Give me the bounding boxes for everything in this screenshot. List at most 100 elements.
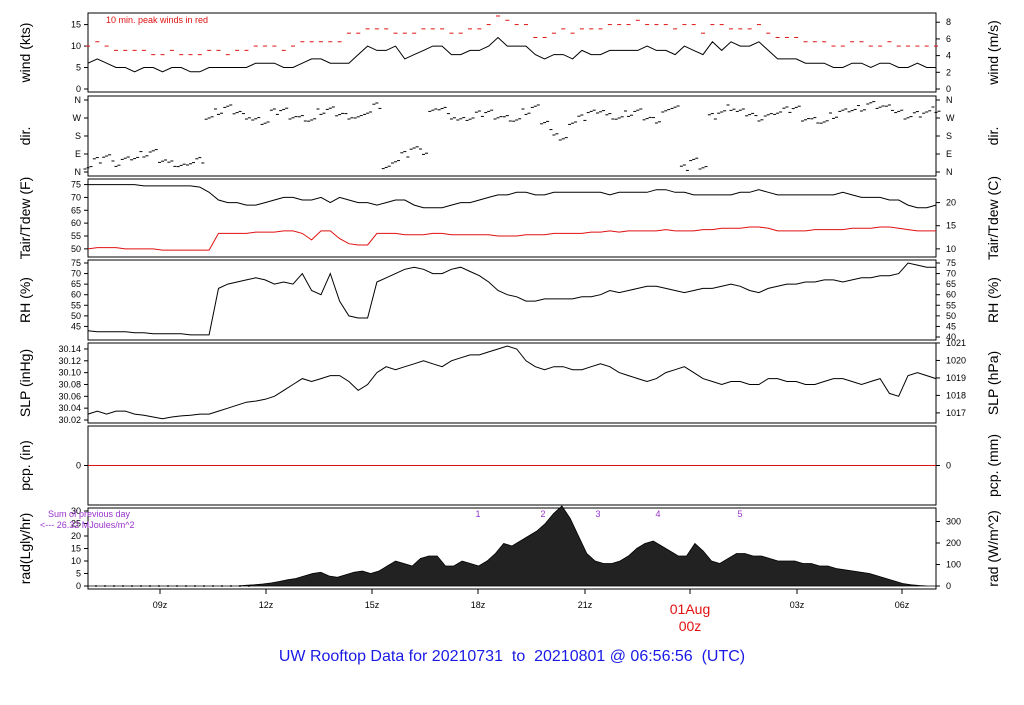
wind-panel: wind (kts) wind (m/s) 0 5 10 15 0 2 4 6 8 10 min. p… (17, 12, 1001, 94)
temp-left-tick-label: 70 (71, 192, 81, 202)
slp-left-tick-label: 30.04 (58, 403, 81, 413)
x-tick-label: 15z (365, 600, 380, 610)
slp-right-tick-label: 1017 (946, 408, 966, 418)
pcp-ylabel-left: pcp. (in) (17, 440, 33, 491)
dir-right-tick-label: E (946, 149, 952, 159)
rad-ylabel-right: rad (W/m^2) (985, 510, 1001, 587)
rad-hour-label: 1 (475, 509, 480, 519)
rh-right-tick-label: 60 (946, 290, 956, 300)
wind-left-tick-label: 15 (71, 20, 81, 30)
x-tick-label: 06z (895, 600, 910, 610)
wind-frame (87, 12, 937, 93)
dir-left-tick-label: N (75, 167, 82, 177)
rh-right-tick-label: 75 (946, 258, 956, 268)
rad-hour-label: 5 (737, 509, 742, 519)
pcp-right-tick-label: 0 (946, 461, 951, 471)
slp-left-tick-label: 30.02 (58, 415, 81, 425)
dir-ylabel-right: dir. (985, 127, 1001, 146)
dir-right-tick-label: N (946, 167, 953, 177)
temp-right-tick-label: 15 (946, 221, 956, 231)
slp-left-tick-label: 30.08 (58, 379, 81, 389)
temp-right-tick-label: 20 (946, 198, 956, 208)
rh-ylabel-left: RH (%) (17, 277, 33, 323)
dir-right-tick-label: N (946, 95, 953, 105)
temp-right-tick-label: 10 (946, 244, 956, 254)
wind-right-tick-label: 4 (946, 51, 951, 61)
rh-right-tick-label: 55 (946, 300, 956, 310)
rad-hour-label: 4 (655, 509, 660, 519)
pcp-panel: pcp. (in) pcp. (mm) 0 0 (17, 425, 1001, 506)
slp-ylabel-left: SLP (inHg) (17, 349, 33, 417)
dir-left-tick-label: N (75, 95, 82, 105)
wind-left-tick-label: 0 (76, 84, 81, 94)
rh-right-tick-label: 70 (946, 269, 956, 279)
rad-right-tick-label: 100 (946, 560, 961, 570)
rh-right-tick-label: 65 (946, 279, 956, 289)
rh-left-tick-label: 70 (71, 269, 81, 279)
rad-left-tick-label: 15 (71, 544, 81, 554)
dir-left-tick-label: E (75, 149, 81, 159)
rad-right-tick-label: 0 (946, 581, 951, 591)
chart-footer-title: UW Rooftop Data for 20210731 to 20210801… (278, 648, 746, 665)
wind-left-tick-label: 5 (76, 63, 81, 73)
slp-series-line (87, 345, 937, 420)
rh-left-tick-label: 55 (71, 300, 81, 310)
x-tick-label: 03z (790, 600, 805, 610)
temp-left-tick-label: 60 (71, 218, 81, 228)
wind-right-tick-label: 8 (946, 17, 951, 27)
rad-left-tick-label: 25 (71, 519, 81, 529)
wind-ylabel-left: wind (kts) (17, 23, 33, 84)
rad-ylabel-left: rad(Lgly/hr) (17, 513, 33, 585)
rad-panel: rad(Lgly/hr) rad (W/m^2)05101520253001002… (17, 505, 1001, 591)
temp-panel: Tair/Tdew (F) Tair/Tdew (C) 50 55 60 65 70 75 10… (17, 176, 1001, 260)
wind-right-tick-label: 2 (946, 67, 951, 77)
temp-frame (87, 178, 937, 258)
pcp-ylabel-right: pcp. (mm) (985, 434, 1001, 497)
rh-panel: RH (%) RH (%)4550556065707540455055606570… (17, 258, 1001, 342)
rh-right-tick-label: 45 (946, 321, 956, 331)
rad-left-tick-label: 5 (76, 569, 81, 579)
rh-left-tick-label: 50 (71, 311, 81, 321)
dir-left-tick-label: W (73, 113, 82, 123)
pcp-left-tick-label: 0 (76, 461, 81, 471)
slp-right-tick-label: 1019 (946, 373, 966, 383)
rad-annotation-line2: <--- 26.32 MJoules/m^2 (40, 520, 135, 530)
rad-right-tick-label: 200 (946, 538, 961, 548)
dir-ylabel-left: dir. (17, 127, 33, 146)
slp-left-tick-label: 30.14 (58, 344, 81, 354)
date-marker-hour: 00z (679, 618, 702, 634)
x-tick-label: 21z (578, 600, 593, 610)
rad-hour-label: 3 (595, 509, 600, 519)
slp-right-tick-label: 1021 (946, 338, 966, 348)
slp-panel: SLP (inHg) SLP (hPa)30.0230.0430.0630.083… (17, 338, 1001, 425)
temp-left-tick-label: 65 (71, 205, 81, 215)
rh-right-tick-label: 50 (946, 311, 956, 321)
dir-right-tick-label: W (946, 113, 955, 123)
slp-right-tick-label: 1018 (946, 390, 966, 400)
wind-ylabel-right: wind (m/s) (985, 20, 1001, 86)
dir-left-tick-label: S (75, 131, 81, 141)
rad-left-tick-label: 30 (71, 506, 81, 516)
rh-series-line (87, 262, 936, 336)
rh-frame (87, 259, 937, 341)
temp-left-tick-label: 50 (71, 244, 81, 254)
wind-right-tick-label: 0 (946, 84, 951, 94)
rh-left-tick-label: 45 (71, 321, 81, 331)
rad-annotation-line1: Sum of previous day (48, 509, 131, 519)
slp-left-tick-label: 30.12 (58, 356, 81, 366)
wind-left-tick-label: 10 (71, 41, 81, 51)
temp-left-tick-label: 75 (71, 180, 81, 190)
dir-frame (87, 95, 937, 177)
slp-left-tick-label: 30.06 (58, 391, 81, 401)
dir-right-tick-label: S (946, 131, 952, 141)
rad-left-tick-label: 20 (71, 531, 81, 541)
temp-left-tick-label: 55 (71, 231, 81, 241)
rh-left-tick-label: 65 (71, 279, 81, 289)
rad-right-tick-label: 300 (946, 517, 961, 527)
x-tick-label: 09z (153, 600, 168, 610)
temp-ylabel-left: Tair/Tdew (F) (17, 177, 33, 259)
date-marker-date: 01Aug (670, 601, 710, 617)
rad-area (88, 505, 936, 587)
